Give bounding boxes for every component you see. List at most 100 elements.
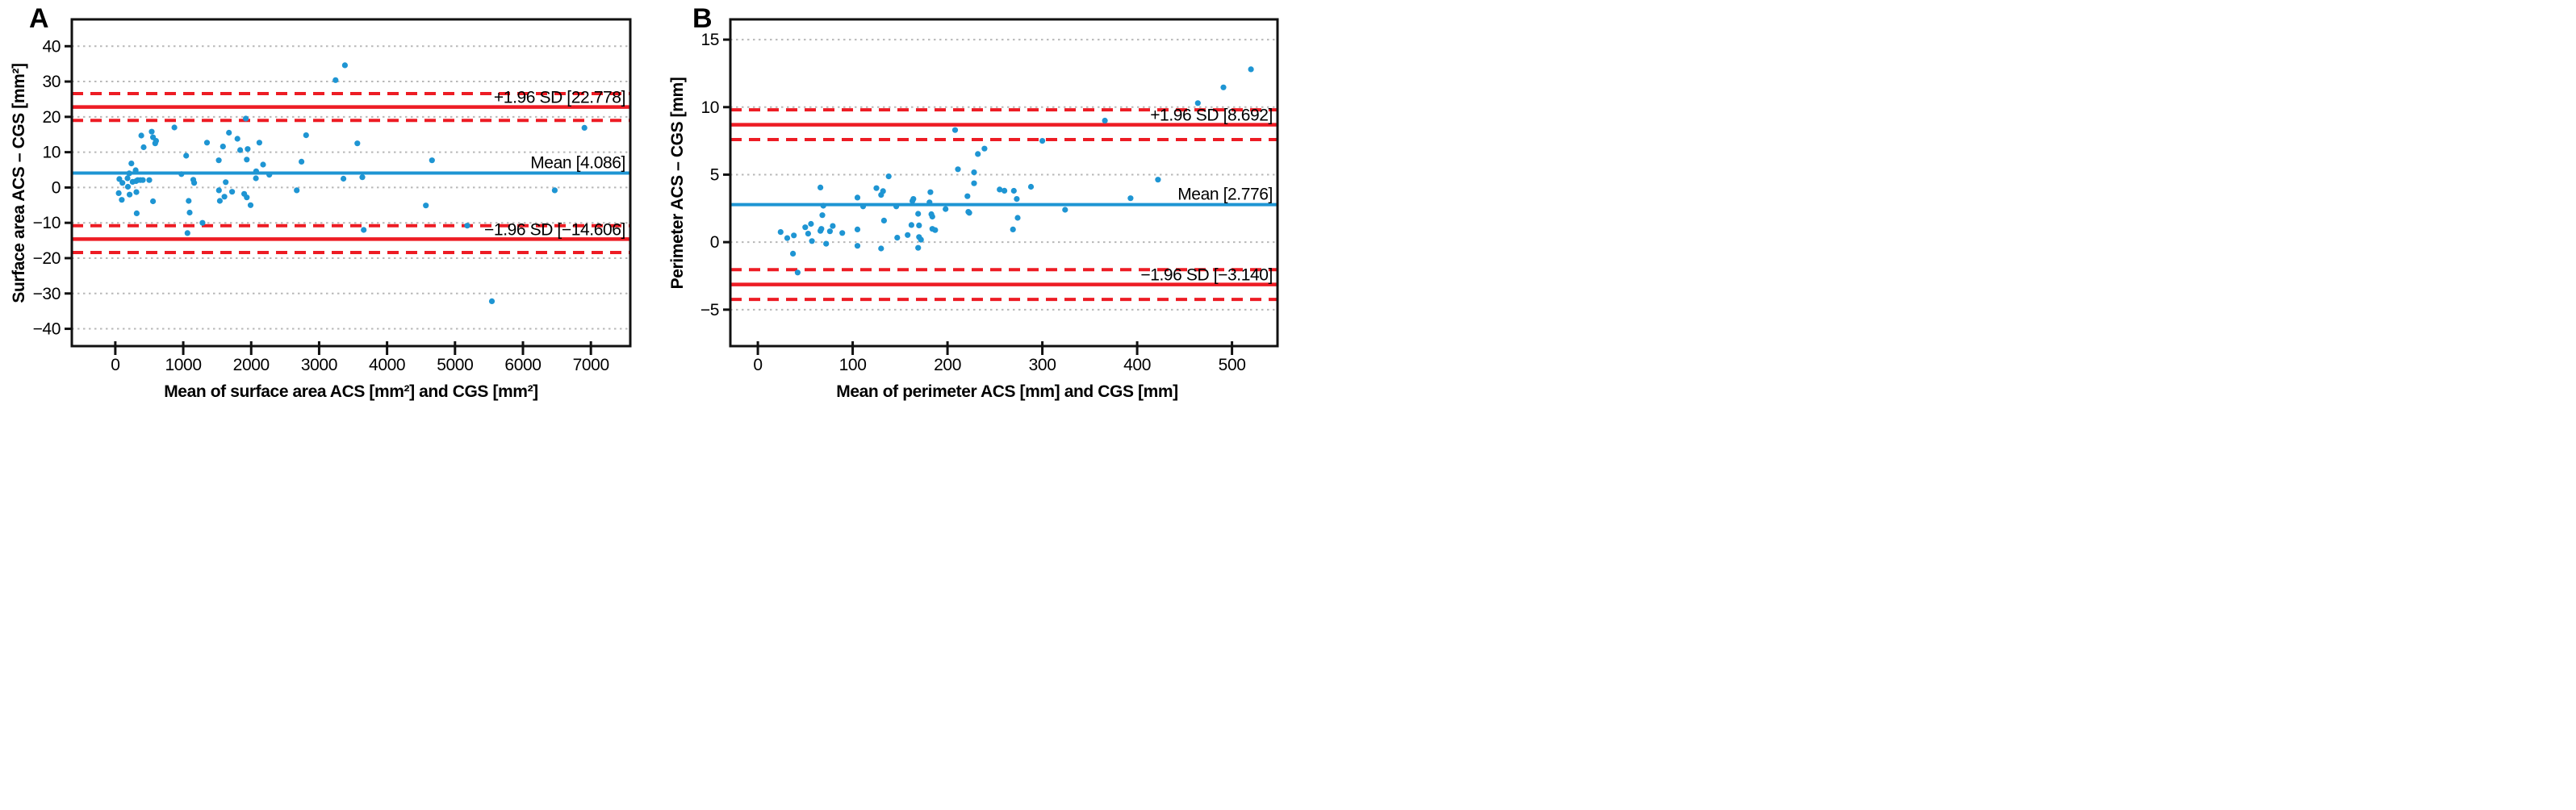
y-tick-label: 10 (42, 144, 61, 162)
data-point (354, 140, 361, 147)
x-tick-label: 7000 (573, 356, 609, 374)
y-tick-label: 0 (710, 233, 719, 252)
data-point (341, 62, 348, 69)
x-tick-label: 500 (1219, 356, 1246, 374)
data-point (932, 227, 939, 233)
y-tick-label: 10 (700, 98, 719, 117)
data-point (133, 189, 140, 195)
data-point (186, 209, 193, 216)
y-tick-label: 30 (42, 73, 61, 91)
data-point (1127, 195, 1134, 202)
data-point (146, 177, 153, 183)
data-point (926, 199, 933, 206)
x-tick-label: 3000 (301, 356, 337, 374)
x-tick-label: 0 (753, 356, 762, 374)
data-point (138, 132, 144, 139)
bland-altman-figure: 40 30 20 10 0 −10 −20 −30 −40 0 1000 2000 3000 4000 50… (0, 0, 1288, 405)
data-point (915, 211, 922, 217)
data-point (916, 222, 922, 228)
y-tick-label: 5 (710, 165, 719, 184)
data-point (245, 146, 251, 152)
data-point (1155, 177, 1161, 183)
data-point (244, 157, 250, 163)
x-axis-title-b: Mean of perimeter ACS [mm] and CGS [mm] (836, 382, 1178, 401)
data-point (253, 168, 259, 174)
y-tick-label: −30 (33, 285, 61, 303)
data-point (854, 226, 861, 232)
y-tick-label: 15 (700, 31, 719, 49)
data-point (885, 173, 892, 180)
data-point (488, 298, 496, 304)
data-point (221, 194, 228, 200)
data-point (171, 124, 178, 131)
data-point (830, 223, 836, 229)
data-point (794, 269, 801, 276)
panel-label-a: A (29, 3, 49, 34)
data-point (880, 188, 886, 194)
data-point (929, 213, 935, 220)
data-point (464, 223, 470, 229)
data-point (1102, 117, 1108, 124)
data-point (880, 217, 887, 223)
data-point (908, 222, 914, 228)
data-point (294, 187, 300, 194)
data-point (203, 140, 211, 146)
data-point (229, 189, 236, 195)
data-point (826, 228, 833, 235)
data-point (777, 229, 784, 236)
upper-loa-label: +1.96 SD [8.692] (1150, 106, 1273, 125)
data-point (226, 129, 232, 136)
data-point (1010, 187, 1017, 194)
data-point (1039, 138, 1046, 144)
data-point (153, 138, 159, 144)
lower-loa-label: −1.96 SD [−14.606] (484, 220, 625, 239)
data-point (971, 180, 977, 186)
y-tick-label: −20 (33, 249, 61, 268)
data-point (997, 186, 1003, 193)
data-point (951, 127, 959, 133)
y-tick-label: −5 (700, 301, 719, 319)
y-tick-label: 0 (52, 178, 61, 197)
data-point (237, 147, 244, 153)
data-point (191, 180, 198, 186)
data-point (790, 250, 797, 257)
lower-loa-label: −1.96 SD [−3.140] (1140, 266, 1273, 285)
plot-box (729, 18, 1279, 348)
data-point (220, 144, 226, 150)
data-point (805, 231, 812, 237)
data-point (423, 202, 429, 209)
data-point (905, 232, 911, 238)
data-point (341, 175, 347, 182)
data-point (253, 175, 259, 182)
data-point (1010, 226, 1016, 232)
data-point (126, 170, 132, 177)
data-point (260, 161, 266, 168)
data-point (184, 230, 190, 236)
data-point (256, 140, 262, 146)
y-tick-label: 20 (42, 108, 61, 127)
plot-box (70, 18, 632, 348)
y-axis-title-b: Perimeter ACS – CGS [mm] (668, 77, 687, 290)
x-axis-title-a: Mean of surface area ACS [mm²] and CGS [… (164, 382, 538, 401)
data-point (199, 219, 206, 226)
data-point (216, 198, 223, 204)
data-point (1062, 207, 1068, 213)
data-point (116, 176, 123, 182)
data-point (966, 210, 972, 216)
data-point (234, 136, 240, 142)
data-point (128, 161, 135, 167)
data-point (802, 224, 809, 231)
data-point (332, 77, 339, 83)
data-point (818, 226, 825, 232)
x-tick-label: 1000 (165, 356, 202, 374)
x-tick-label: 400 (1123, 356, 1151, 374)
data-point (148, 128, 155, 135)
data-point (140, 144, 147, 151)
data-point (927, 189, 934, 195)
data-point (299, 158, 305, 165)
data-point (247, 202, 254, 208)
x-tick-label: 2000 (233, 356, 270, 374)
x-tick-label: 300 (1029, 356, 1056, 374)
data-point (429, 157, 435, 164)
data-point (823, 240, 830, 247)
